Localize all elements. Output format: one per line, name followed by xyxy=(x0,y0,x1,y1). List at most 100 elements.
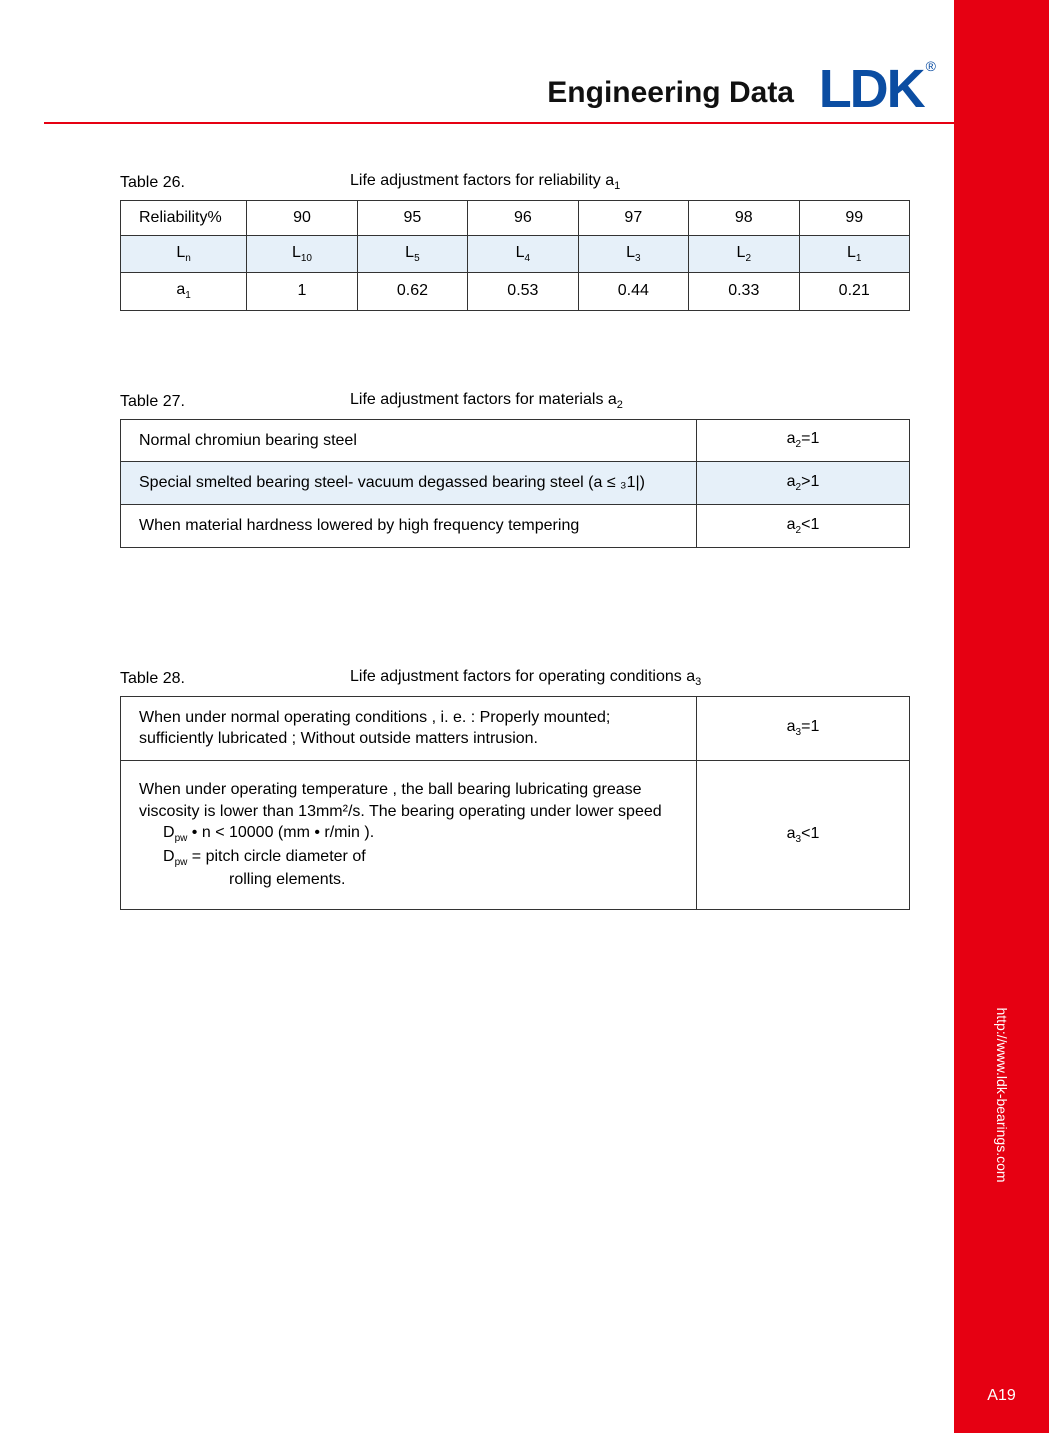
cell-sub: 4 xyxy=(525,253,531,264)
cell-op: =1 xyxy=(801,430,819,447)
header: Engineering Data LDK® xyxy=(0,60,954,120)
registered-icon: ® xyxy=(926,58,934,74)
cell-text: a xyxy=(787,473,796,490)
cell-text: L xyxy=(176,244,185,261)
table-27: Normal chromiun bearing steel a2=1 Speci… xyxy=(120,419,910,548)
cell-text: a xyxy=(787,430,796,447)
cell: 0.53 xyxy=(468,273,578,310)
cell: 0.21 xyxy=(799,273,910,310)
table-27-caption: Life adjustment factors for materials a2 xyxy=(350,391,623,411)
table-26-label: Table 26. xyxy=(120,174,350,192)
table-row: When material hardness lowered by high f… xyxy=(121,504,910,547)
table-26-caption: Life adjustment factors for reliability … xyxy=(350,172,620,192)
cell: a3=1 xyxy=(696,696,909,760)
cell: 90 xyxy=(247,201,357,236)
cell-text: a xyxy=(176,281,185,298)
cell: a2=1 xyxy=(696,419,909,462)
cell-op: >1 xyxy=(801,473,819,490)
cell-dpw: D xyxy=(163,824,175,841)
cell-text: a xyxy=(787,825,796,842)
cell: When under operating temperature , the b… xyxy=(121,760,697,909)
table-row: When under normal operating conditions ,… xyxy=(121,696,910,760)
table-27-caption-text: Life adjustment factors for materials a xyxy=(350,391,617,408)
table-row: a1 1 0.62 0.53 0.44 0.33 0.21 xyxy=(121,273,910,310)
cell-sub: 3 xyxy=(635,253,641,264)
table-28-label: Table 28. xyxy=(120,670,350,688)
table-28-header: Table 28. Life adjustment factors for op… xyxy=(120,668,910,688)
cell-text: a xyxy=(787,718,796,735)
cell-line4: rolling elements. xyxy=(139,869,678,891)
table-27-caption-sub: 2 xyxy=(617,399,623,411)
table-26-header: Table 26. Life adjustment factors for re… xyxy=(120,172,910,192)
table-26-section: Table 26. Life adjustment factors for re… xyxy=(120,172,910,311)
page-number: A19 xyxy=(987,1387,1015,1405)
sidebar-red: http://www.ldk-bearings.com A19 xyxy=(954,0,1049,1433)
cell-sub: 5 xyxy=(414,253,420,264)
table-28-caption-sub: 3 xyxy=(695,676,701,688)
table-26-caption-sub: 1 xyxy=(614,180,620,192)
cell: 96 xyxy=(468,201,578,236)
cell-dpw-sub: pw xyxy=(175,857,188,868)
cell-op: =1 xyxy=(801,718,819,735)
cell: a1 xyxy=(121,273,247,310)
cell: Reliability% xyxy=(121,201,247,236)
cell: When under normal operating conditions ,… xyxy=(121,696,697,760)
table-28-caption: Life adjustment factors for operating co… xyxy=(350,668,701,688)
cell: 0.62 xyxy=(357,273,467,310)
cell: L4 xyxy=(468,236,578,273)
table-26-caption-text: Life adjustment factors for reliability … xyxy=(350,172,614,189)
content: Table 26. Life adjustment factors for re… xyxy=(120,172,910,990)
cell: L3 xyxy=(578,236,688,273)
cell: L10 xyxy=(247,236,357,273)
cell: 0.44 xyxy=(578,273,688,310)
cell-sub: 1 xyxy=(856,253,862,264)
table-28: When under normal operating conditions ,… xyxy=(120,696,910,910)
cell-op: <1 xyxy=(801,516,819,533)
table-26: Reliability% 90 95 96 97 98 99 Ln L10 L5… xyxy=(120,200,910,310)
cell: L1 xyxy=(799,236,910,273)
table-28-section: Table 28. Life adjustment factors for op… xyxy=(120,668,910,911)
logo-text: LDK xyxy=(819,59,924,119)
page-title: Engineering Data xyxy=(547,76,794,110)
cell-dpw-sub: pw xyxy=(175,833,188,844)
cell: 0.33 xyxy=(689,273,799,310)
cell: 99 xyxy=(799,201,910,236)
cell: L5 xyxy=(357,236,467,273)
cell: Ln xyxy=(121,236,247,273)
cell-sub: n xyxy=(185,253,191,264)
cell: When material hardness lowered by high f… xyxy=(121,504,697,547)
cell-sub: 2 xyxy=(745,253,751,264)
table-row: Reliability% 90 95 96 97 98 99 xyxy=(121,201,910,236)
table-28-caption-text: Life adjustment factors for operating co… xyxy=(350,668,695,685)
cell: Normal chromiun bearing steel xyxy=(121,419,697,462)
table-27-header: Table 27. Life adjustment factors for ma… xyxy=(120,391,910,411)
table-row: Ln L10 L5 L4 L3 L2 L1 xyxy=(121,236,910,273)
cell-op: <1 xyxy=(801,825,819,842)
cell-dpw: D xyxy=(163,848,175,865)
cell: 1 xyxy=(247,273,357,310)
cell: L2 xyxy=(689,236,799,273)
logo: LDK® xyxy=(819,58,934,120)
cell-line2-rest: • n < 10000 (mm • r/min ). xyxy=(187,824,374,841)
table-row: When under operating temperature , the b… xyxy=(121,760,910,909)
cell: 97 xyxy=(578,201,688,236)
cell: Special smelted bearing steel- vacuum de… xyxy=(121,462,697,505)
sidebar-url: http://www.ldk-bearings.com xyxy=(994,1007,1010,1182)
table-row: Normal chromiun bearing steel a2=1 xyxy=(121,419,910,462)
cell: 95 xyxy=(357,201,467,236)
cell-line3-rest: = pitch circle diameter of xyxy=(187,848,365,865)
cell: a3<1 xyxy=(696,760,909,909)
cell-line2: Dpw • n < 10000 (mm • r/min ). xyxy=(139,822,678,846)
cell-sub: 1 xyxy=(185,291,191,302)
cell-line3: Dpw = pitch circle diameter of xyxy=(139,846,678,870)
table-27-label: Table 27. xyxy=(120,393,350,411)
cell: 98 xyxy=(689,201,799,236)
cell: a2>1 xyxy=(696,462,909,505)
header-rule xyxy=(44,122,954,124)
cell: a2<1 xyxy=(696,504,909,547)
table-row: Special smelted bearing steel- vacuum de… xyxy=(121,462,910,505)
cell-text: a xyxy=(787,516,796,533)
cell-line1: When under operating temperature , the b… xyxy=(139,781,662,820)
page: http://www.ldk-bearings.com A19 Engineer… xyxy=(0,0,1049,1433)
table-27-section: Table 27. Life adjustment factors for ma… xyxy=(120,391,910,548)
